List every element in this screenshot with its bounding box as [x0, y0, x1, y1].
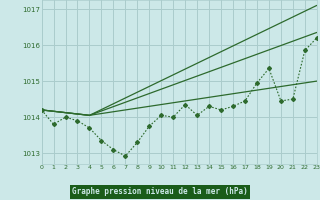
Text: Graphe pression niveau de la mer (hPa): Graphe pression niveau de la mer (hPa) — [72, 188, 248, 196]
